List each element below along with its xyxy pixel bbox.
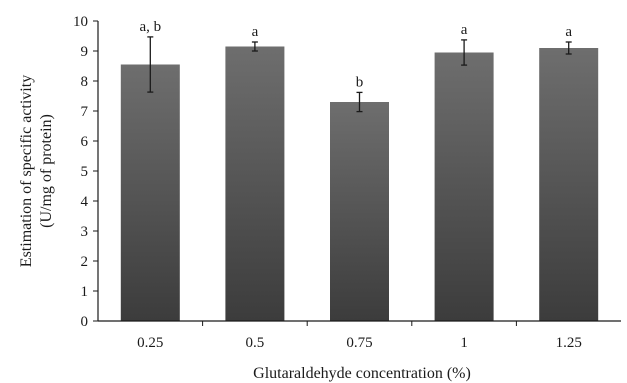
bar — [330, 102, 389, 321]
y-axis-title-text: Estimation of specific activity (U/mg of … — [18, 75, 55, 267]
x-tick-label: 0.75 — [346, 335, 372, 351]
x-tick-label: 1.25 — [556, 335, 582, 351]
x-tick-label: 1 — [460, 335, 468, 351]
y-axis-title-line: (U/mg of protein) — [38, 114, 55, 228]
y-tick-label: 0 — [81, 314, 89, 330]
y-tick-label: 3 — [81, 224, 89, 240]
y-tick-label: 10 — [73, 14, 88, 30]
y-tick-label: 2 — [81, 254, 89, 270]
y-tick-label: 1 — [81, 284, 89, 300]
bar — [539, 48, 599, 321]
y-tick-label: 9 — [81, 44, 89, 60]
y-tick-label: 8 — [81, 74, 89, 90]
error-bars-group — [147, 36, 572, 113]
x-tick-label: 0.5 — [246, 335, 265, 351]
bar — [225, 46, 285, 321]
significance-label: a — [461, 22, 468, 38]
y-tick-label: 5 — [81, 164, 89, 180]
bar — [120, 64, 180, 321]
y-axis-title: Estimation of specific activity (U/mg of … — [18, 75, 55, 267]
significance-label: a — [252, 24, 259, 40]
y-tick-label: 4 — [81, 194, 89, 210]
significance-label: a, b — [139, 19, 161, 35]
axes-group: 0.25 0.5 0.75 1 1.25 0 1 2 3 4 5 6 7 8 9 10 — [73, 14, 621, 351]
bars-group — [120, 46, 599, 321]
x-axis-title: Glutaraldehyde concentration (%) — [253, 365, 471, 382]
bar — [434, 52, 494, 321]
x-tick-label: 0.25 — [137, 335, 163, 351]
y-tick-label: 7 — [81, 104, 89, 120]
y-tick-label: 6 — [81, 134, 89, 150]
significance-label: a — [565, 24, 572, 40]
significance-label: b — [356, 74, 364, 90]
significance-labels-group: a, b a b a a — [139, 19, 572, 91]
y-axis-title-line: Estimation of specific activity — [18, 75, 35, 267]
